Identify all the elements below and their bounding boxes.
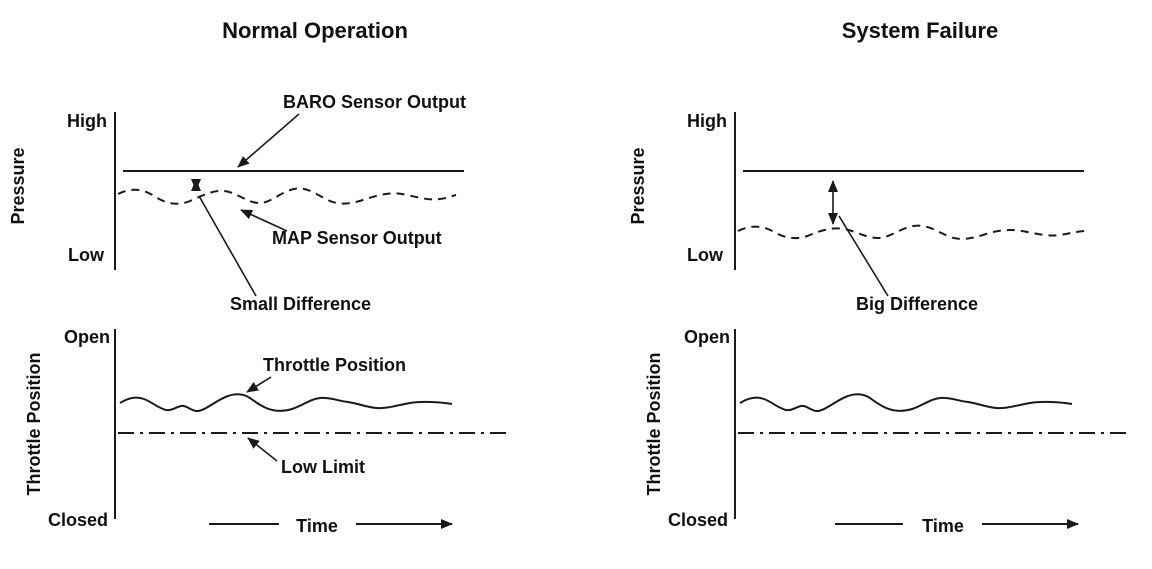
pressure-axis-label: Pressure — [628, 147, 648, 224]
panel-title: Normal Operation — [222, 18, 408, 43]
small-difference-label: Small Difference — [230, 294, 371, 314]
map-output-wave — [737, 224, 1087, 240]
ytick-high: High — [67, 111, 107, 131]
throttle-label-arrow — [246, 376, 272, 393]
ytick-open: Open — [64, 327, 110, 347]
small-difference-pointer-line — [198, 195, 257, 297]
throttle-chart-failure: Open Closed Throttle Position Time — [644, 327, 1128, 536]
ytick-low: Low — [687, 245, 724, 265]
time-axis-label: Time — [922, 516, 964, 536]
throttle-axis-label: Throttle Position — [644, 353, 664, 496]
time-axis-label: Time — [296, 516, 338, 536]
panel-title: System Failure — [842, 18, 999, 43]
ytick-high: High — [687, 111, 727, 131]
map-output-label: MAP Sensor Output — [272, 228, 442, 248]
ytick-low: Low — [68, 245, 105, 265]
baro-label-arrow — [237, 113, 300, 168]
throttle-position-wave — [119, 393, 453, 413]
low-limit-label: Low Limit — [281, 457, 365, 477]
pressure-chart-normal: High Low Pressure BARO Sensor Output MAP… — [8, 92, 466, 314]
throttle-chart-normal: Open Closed Throttle Position Throttle P… — [24, 327, 512, 536]
pressure-chart-failure: High Low Pressure Big Difference — [628, 111, 1087, 314]
baro-output-label: BARO Sensor Output — [283, 92, 466, 112]
ytick-closed: Closed — [668, 510, 728, 530]
panel-normal-operation: Normal Operation High Low Pressure BARO … — [8, 18, 512, 536]
panel-system-failure: System Failure High Low Pressure Big Dif… — [628, 18, 1128, 536]
throttle-position-label: Throttle Position — [263, 355, 406, 375]
map-label-arrow — [240, 209, 288, 232]
big-difference-pointer-line — [838, 215, 889, 297]
throttle-position-wave — [739, 393, 1073, 413]
low-limit-label-arrow — [247, 437, 278, 462]
throttle-axis-label: Throttle Position — [24, 353, 44, 496]
map-output-wave — [117, 187, 457, 205]
big-difference-label: Big Difference — [856, 294, 978, 314]
ytick-open: Open — [684, 327, 730, 347]
pressure-axis-label: Pressure — [8, 147, 28, 224]
ytick-closed: Closed — [48, 510, 108, 530]
